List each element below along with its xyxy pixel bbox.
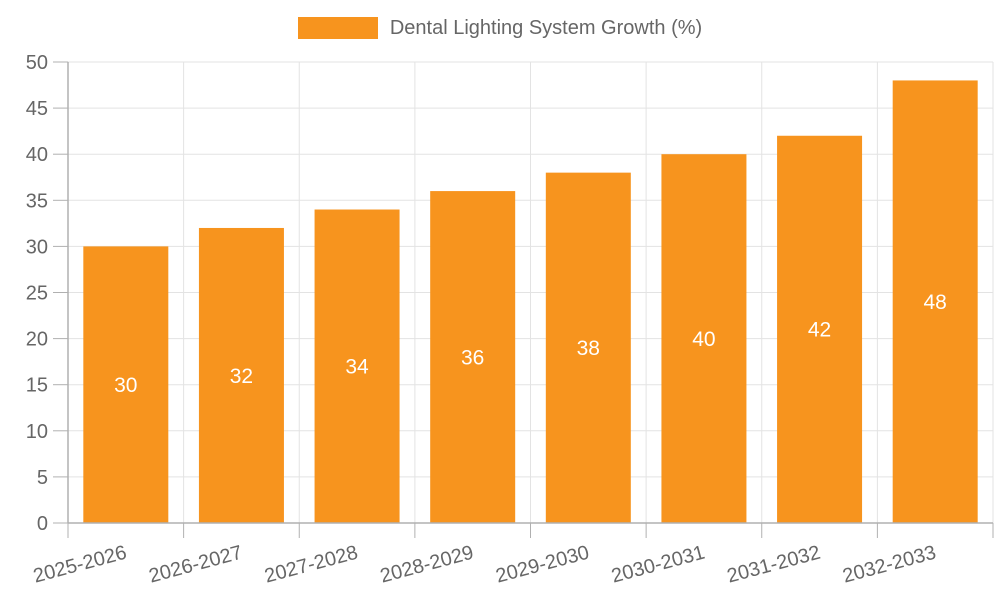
y-tick-label: 40 [26,144,48,166]
bar[interactable] [661,154,747,523]
x-tick-label: 2031-2032 [725,542,823,588]
y-tick-label: 10 [26,421,48,443]
bar-value-label: 34 [345,356,369,379]
x-tick-label: 2032-2033 [840,542,938,588]
bar-value-label: 48 [924,291,947,314]
y-tick-label: 5 [37,467,48,489]
legend-swatch [297,17,378,39]
x-tick-label: 2029-2030 [494,542,592,588]
legend-label: Dental Lighting System Growth (%) [389,17,703,39]
bar[interactable] [430,191,516,523]
y-tick-label: 50 [26,52,48,74]
y-tick-label: 25 [26,283,48,305]
x-tick-label: 2028-2029 [378,542,476,588]
x-tick-label: 2026-2027 [147,542,245,588]
y-tick-label: 15 [26,375,48,397]
bar-value-label: 38 [577,337,600,360]
bar-value-label: 42 [808,319,831,342]
y-tick-label: 20 [26,329,48,351]
bar[interactable] [314,209,400,523]
x-tick-label: 2027-2028 [262,542,360,588]
bar-value-label: 30 [114,374,137,397]
legend-item[interactable]: Dental Lighting System Growth (%) [0,17,1000,39]
y-tick-label: 30 [26,236,48,258]
y-tick-label: 45 [26,98,48,120]
bar[interactable] [892,80,978,523]
bar[interactable] [198,227,284,523]
bar[interactable] [777,135,863,523]
bar-value-label: 36 [461,346,484,369]
bar[interactable] [83,246,169,523]
bar-value-label: 40 [692,328,715,351]
y-tick-label: 35 [26,190,48,212]
bar[interactable] [545,172,631,523]
x-tick-label: 2030-2031 [609,542,707,588]
bar-value-label: 32 [230,365,253,388]
y-tick-label: 0 [37,513,48,535]
x-tick-label: 2025-2026 [31,542,129,588]
